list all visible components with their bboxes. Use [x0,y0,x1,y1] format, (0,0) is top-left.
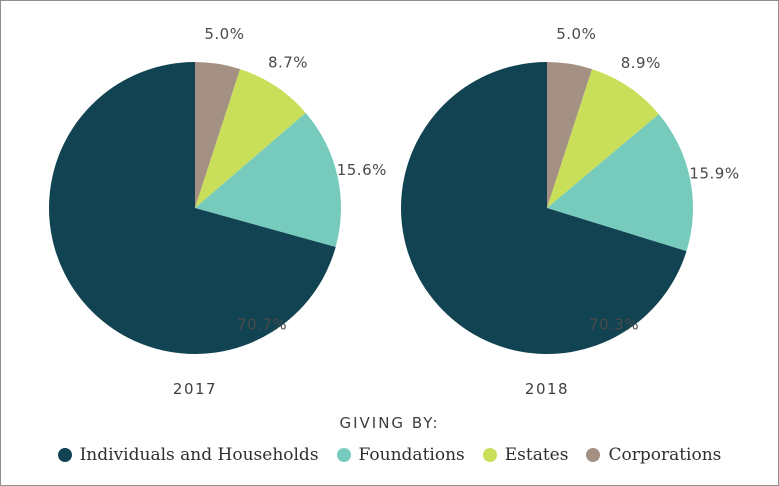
legend-item-foundations: Foundations [336,445,465,465]
pie-label-2018-estates: 8.9% [621,54,661,72]
legend-title: GIVING BY: [339,414,440,432]
legend: Individuals and Households Foundations E… [0,445,779,465]
pie-title-2018: 2018 [525,380,569,398]
pie-slice-2017-estates [195,69,306,209]
legend-swatch-estates [482,448,497,462]
pie-slice-2017-corporations [195,62,241,208]
legend-swatch-corporations [586,448,601,462]
legend-label-individuals: Individuals and Households [79,445,319,465]
pie-label-2018-individuals: 70.3% [589,316,639,334]
legend-label-estates: Estates [504,445,569,465]
pie-title-2017: 2017 [173,380,217,398]
legend-item-corporations: Corporations [586,445,721,465]
pie-chart-2017: 5.0% 8.7% 15.6% 70.7% [48,25,387,355]
pie-slice-2018-estates [547,69,659,208]
pie-label-2018-foundations: 15.9% [689,164,739,182]
legend-swatch-individuals [57,448,72,462]
pie-label-2017-foundations: 15.6% [337,161,387,179]
legend-swatch-foundations [336,448,351,462]
legend-item-estates: Estates [482,445,569,465]
legend-label-foundations: Foundations [358,445,465,465]
pie-label-2017-corporations: 5.0% [204,25,244,43]
legend-label-corporations: Corporations [608,445,722,465]
pie-slice-2018-foundations [547,114,694,252]
pie-label-2017-estates: 8.7% [268,53,308,71]
pie-chart-2018: 5.0% 8.9% 15.9% 70.3% [400,25,739,354]
pie-label-2018-corporations: 5.0% [556,25,596,43]
pie-slice-2017-foundations [195,112,341,247]
pie-label-2017-individuals: 70.7% [237,316,287,334]
legend-item-individuals: Individuals and Households [57,445,319,465]
pie-slice-2018-corporations [547,61,593,208]
pie-slice-2018-individuals [400,62,687,354]
pie-slice-2017-individuals [48,62,336,355]
